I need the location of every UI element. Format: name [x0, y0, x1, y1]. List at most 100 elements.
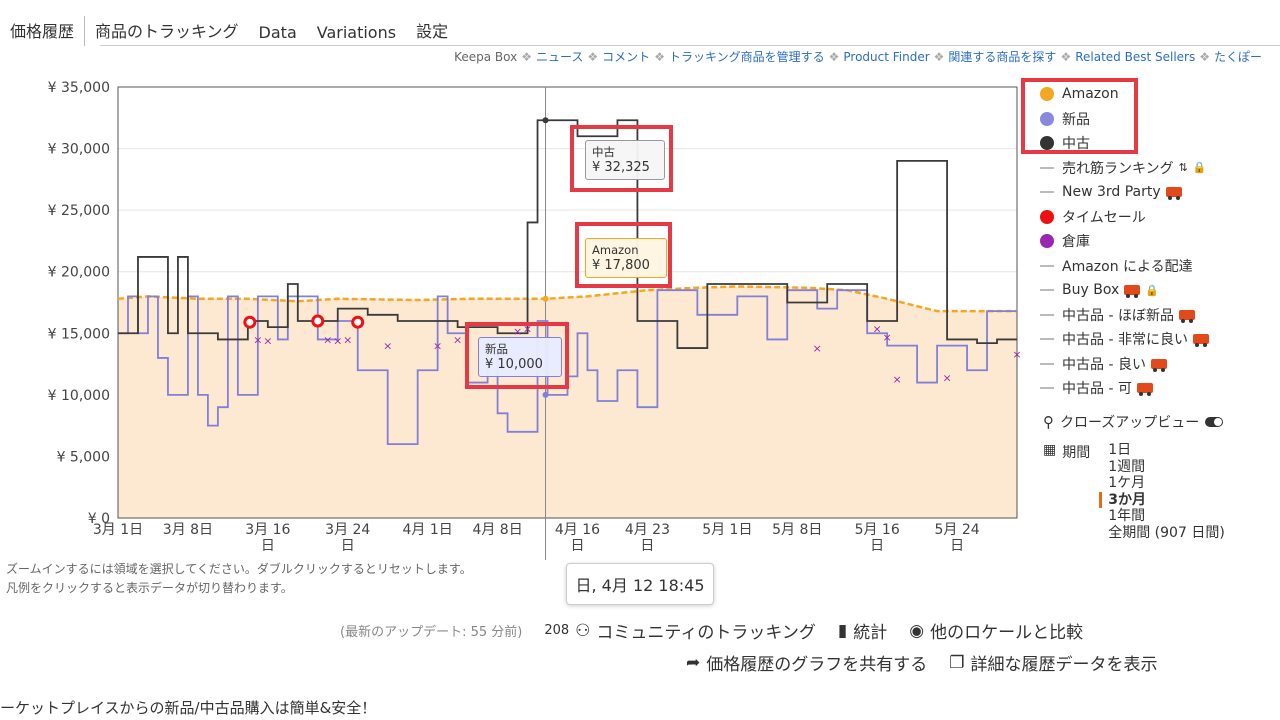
x-tick-label: 4月 23	[625, 522, 670, 538]
bar-chart-icon: ▮	[837, 620, 848, 641]
statistics-link[interactable]: 統計	[853, 623, 888, 643]
period-option[interactable]: 1日	[1108, 442, 1132, 458]
legend-item[interactable]: 中古品 - ほぼ新品	[1040, 303, 1209, 328]
tooltip-new-highlight	[465, 322, 569, 389]
period-option[interactable]: 1年間	[1108, 508, 1146, 524]
subnav-separator-icon: ❖	[587, 50, 599, 64]
legend-label: Amazon による配達	[1062, 258, 1193, 275]
legend-hint: 凡例をクリックすると表示データが切り替わります。	[6, 581, 293, 595]
community-tracking-link[interactable]: コミュニティのトラッキング	[596, 623, 816, 643]
legend-item[interactable]: Amazon による配達	[1040, 254, 1209, 279]
y-tick-label: ¥ 30,000	[48, 142, 110, 158]
subnav-item[interactable]: トラッキング商品を管理する	[668, 50, 825, 64]
tab-bar: 価格履歴 商品のトラッキング Data Variations 設定	[0, 16, 458, 46]
period-option[interactable]: 1週間	[1108, 458, 1146, 475]
warehouse-marker: ×	[323, 333, 332, 346]
subnav-item[interactable]: Related Best Sellers	[1075, 50, 1196, 64]
legend-item[interactable]: 中古品 - 可	[1040, 376, 1209, 401]
footer-actions-2: ➦ 価格履歴のグラフを共有する ❐ 詳細な履歴データを表示	[680, 650, 1158, 676]
hover-time-label: 日, 4月 12 18:45	[566, 563, 714, 605]
subnav-separator-icon: ❖	[933, 50, 945, 64]
subnav-item[interactable]: たくぽー	[1213, 50, 1262, 64]
x-tick-label: 3月 8日	[163, 522, 213, 538]
legend-highlight-box	[1021, 78, 1138, 154]
closeup-view-toggle[interactable]: ⚲ クローズアップビュー	[1043, 412, 1224, 432]
truck-icon	[1192, 334, 1209, 348]
warehouse-marker: ×	[813, 342, 822, 355]
truck-icon	[1178, 309, 1195, 323]
x-tick-label: 5月 24	[934, 522, 979, 538]
legend-dot-icon	[1040, 111, 1054, 126]
subnav-item[interactable]: ニュース	[536, 50, 584, 64]
search-icon: ⚲	[1043, 413, 1054, 431]
tab-data[interactable]: Data	[258, 23, 297, 42]
legend-item[interactable]: New 3rd Party	[1040, 180, 1209, 205]
tab-settings[interactable]: 設定	[416, 22, 449, 41]
warehouse-marker: ×	[942, 372, 951, 385]
period-option[interactable]: 全期間 (907 日間)	[1108, 524, 1225, 541]
x-tick-sublabel: 日	[261, 538, 275, 554]
legend-item[interactable]: 中古	[1040, 131, 1209, 156]
legend-label: 中古品 - ほぼ新品	[1062, 307, 1174, 324]
legend-dot-icon	[1040, 136, 1054, 151]
lock-icon: 🔒	[1145, 283, 1159, 297]
tooltip-amazon-value: ¥ 17,800	[592, 258, 650, 273]
tooltip-new-value: ¥ 10,000	[485, 357, 543, 372]
tooltip-used-label: 中古	[592, 145, 615, 159]
tooltip-new: 新品 ¥ 10,000	[478, 337, 562, 377]
tooltip-amazon-label: Amazon	[592, 243, 639, 257]
legend-dot-icon	[1040, 87, 1054, 102]
legend-dash-icon	[1040, 362, 1054, 365]
legend-item[interactable]: タイムセール	[1040, 205, 1209, 230]
community-count: 208	[544, 623, 570, 638]
legend-label: 新品	[1062, 111, 1090, 128]
warehouse-marker: ×	[263, 335, 272, 348]
price-history-chart[interactable]: ¥ 0 ¥ 5,000 ¥ 10,000 ¥ 15,000 ¥ 20,000 ¥ 25,0…	[0, 0, 1040, 560]
x-tick-sublabel: 日	[570, 538, 584, 554]
closeup-label: クローズアップビュー	[1060, 415, 1200, 431]
legend-item[interactable]: 新品	[1040, 107, 1209, 132]
x-tick-sublabel: 日	[870, 538, 884, 554]
legend-item[interactable]: 中古品 - 非常に良い	[1040, 327, 1209, 352]
subnav-item[interactable]: 関連する商品を探す	[948, 50, 1057, 64]
tab-variations[interactable]: Variations	[316, 23, 397, 42]
subnav-item[interactable]: Keepa Box	[454, 50, 518, 64]
x-tick-label: 5月 1日	[702, 522, 752, 538]
detailed-history-link[interactable]: 詳細な履歴データを表示	[970, 655, 1158, 675]
subnav-item[interactable]: Product Finder	[843, 50, 930, 64]
legend-item[interactable]: 倉庫	[1040, 229, 1209, 254]
subnav-item[interactable]: コメント	[602, 50, 651, 64]
tab-product-tracking[interactable]: 商品のトラッキング	[95, 22, 239, 41]
period-option[interactable]: 1ケ月	[1108, 475, 1146, 491]
toggle-switch-icon[interactable]	[1205, 417, 1224, 427]
warehouse-marker: ×	[453, 333, 462, 346]
share-graph-link[interactable]: 価格履歴のグラフを共有する	[706, 655, 928, 675]
x-tick-label: 3月 16	[245, 522, 290, 538]
legend-dash-icon	[1040, 166, 1054, 169]
legend-item[interactable]: 中古品 - 良い	[1040, 352, 1209, 377]
tooltip-used-highlight	[570, 125, 673, 192]
x-tick-sublabel: 日	[341, 538, 355, 554]
tab-price-history[interactable]: 価格履歴	[0, 16, 86, 46]
subnav-separator-icon: ❖	[1199, 50, 1210, 64]
y-tick-label: ¥ 15,000	[48, 326, 110, 342]
period-option[interactable]: 3か月	[1099, 491, 1225, 508]
hover-point	[542, 117, 549, 124]
period-selector: ▦ 期間 1日 1週間 1ケ月 3か月 1年間 全期間 (907 日間)	[1043, 442, 1225, 541]
zoom-hint: ズームインするには領域を選択してください。ダブルクリックするとリセットします。	[6, 562, 472, 576]
tooltip-new-label: 新品	[485, 342, 508, 356]
subnav-separator-icon: ❖	[654, 50, 665, 64]
chart-legend: Amazon 新品中古 売れ筋ランキング ⇅ 🔒 New 3rd Party タイムセール倉…	[1040, 82, 1209, 401]
legend-label: New 3rd Party	[1062, 184, 1161, 201]
compare-locales-link[interactable]: 他のロケールと比較	[930, 623, 1084, 643]
legend-item[interactable]: Amazon	[1040, 82, 1209, 107]
legend-dot-icon	[1040, 209, 1054, 224]
legend-item[interactable]: 売れ筋ランキング ⇅ 🔒	[1040, 156, 1209, 181]
legend-label: 倉庫	[1062, 234, 1090, 251]
warehouse-marker: ×	[253, 333, 262, 346]
legend-dash-icon	[1040, 338, 1054, 341]
subnav-separator-icon: ❖	[1060, 50, 1072, 64]
warehouse-marker: ×	[893, 373, 902, 386]
y-tick-label: ¥ 25,000	[48, 203, 110, 219]
legend-item[interactable]: Buy Box 🔒	[1040, 278, 1209, 303]
